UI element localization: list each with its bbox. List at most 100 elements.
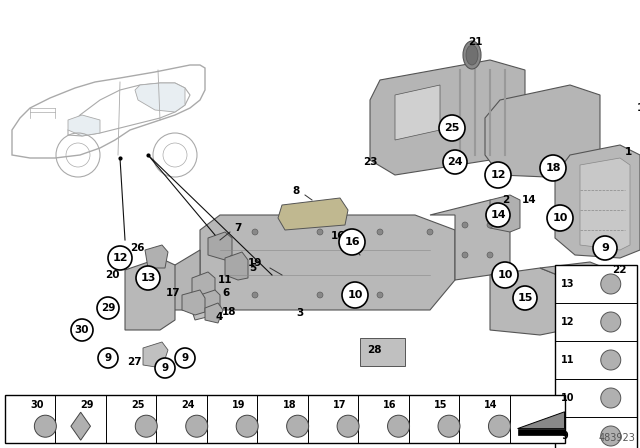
Circle shape [427,229,433,235]
Text: 28: 28 [367,345,382,355]
Polygon shape [145,245,168,268]
Text: 13: 13 [637,103,640,113]
Circle shape [601,274,621,294]
Circle shape [252,229,258,235]
Text: 16: 16 [330,231,345,241]
Text: 18: 18 [545,163,561,173]
Text: 16: 16 [344,237,360,247]
Text: 14: 14 [522,195,536,205]
Polygon shape [580,158,630,250]
Circle shape [135,415,157,437]
Text: 29: 29 [81,400,94,410]
Text: 483923: 483923 [598,433,635,443]
Polygon shape [430,200,510,280]
Text: 18: 18 [282,400,296,410]
Text: 8: 8 [292,186,300,196]
Text: 25: 25 [444,123,460,133]
Circle shape [438,415,460,437]
Circle shape [108,246,132,270]
Circle shape [377,229,383,235]
Circle shape [601,426,621,446]
Text: 29: 29 [101,303,115,313]
Text: 12: 12 [561,317,575,327]
Text: 10: 10 [348,290,363,300]
Polygon shape [135,83,185,112]
Polygon shape [540,262,610,330]
Text: 3: 3 [296,308,303,318]
Circle shape [513,286,537,310]
Ellipse shape [443,120,457,140]
Text: 24: 24 [447,157,463,167]
Circle shape [487,252,493,258]
Circle shape [443,150,467,174]
Text: 16: 16 [383,400,397,410]
Text: 24: 24 [182,400,195,410]
Polygon shape [490,195,520,232]
Circle shape [486,203,510,227]
Text: 9: 9 [161,363,168,373]
Polygon shape [68,115,100,136]
Text: 17: 17 [333,400,346,410]
Text: 19: 19 [248,258,262,268]
Circle shape [71,319,93,341]
Text: 19: 19 [232,400,246,410]
Text: 13: 13 [561,279,575,289]
Circle shape [439,115,465,141]
Text: 14: 14 [484,400,498,410]
Text: 27: 27 [127,357,142,367]
Text: 10: 10 [561,393,575,403]
Ellipse shape [463,41,481,69]
Text: 12: 12 [490,170,506,180]
Text: 10: 10 [497,270,513,280]
Circle shape [236,415,258,437]
Polygon shape [125,258,175,330]
Circle shape [337,415,359,437]
Polygon shape [518,412,564,429]
Polygon shape [490,268,565,335]
Polygon shape [190,295,215,320]
Circle shape [485,162,511,188]
Circle shape [388,415,410,437]
Circle shape [136,266,160,290]
Bar [555,265,637,448]
Text: 15: 15 [517,293,532,303]
Polygon shape [370,60,525,175]
Polygon shape [225,252,248,280]
Polygon shape [205,303,223,323]
Text: 13: 13 [140,273,156,283]
Bar [360,338,405,366]
Polygon shape [485,85,600,178]
Text: 9: 9 [601,243,609,253]
Circle shape [35,415,56,437]
Text: 25: 25 [131,400,145,410]
Polygon shape [208,232,232,260]
Circle shape [593,236,617,260]
Text: 5: 5 [249,263,256,273]
Text: 12: 12 [112,253,128,263]
Circle shape [601,312,621,332]
Circle shape [342,282,368,308]
Polygon shape [200,215,455,310]
Circle shape [601,388,621,408]
Text: 15: 15 [434,400,447,410]
Circle shape [252,292,258,298]
Bar [518,429,564,435]
Text: 21: 21 [468,37,483,47]
Polygon shape [192,272,215,298]
Text: 17: 17 [165,288,180,298]
Polygon shape [182,290,205,315]
Text: 22: 22 [612,265,627,275]
Ellipse shape [466,45,478,65]
Circle shape [492,262,518,288]
Polygon shape [278,198,348,230]
Circle shape [540,155,566,181]
Text: 20: 20 [106,270,120,280]
Circle shape [175,348,195,368]
Text: 7: 7 [234,223,241,233]
Text: 14: 14 [490,210,506,220]
Text: 6: 6 [222,288,229,298]
Circle shape [547,205,573,231]
Polygon shape [555,145,640,258]
Circle shape [317,292,323,298]
Circle shape [287,415,308,437]
